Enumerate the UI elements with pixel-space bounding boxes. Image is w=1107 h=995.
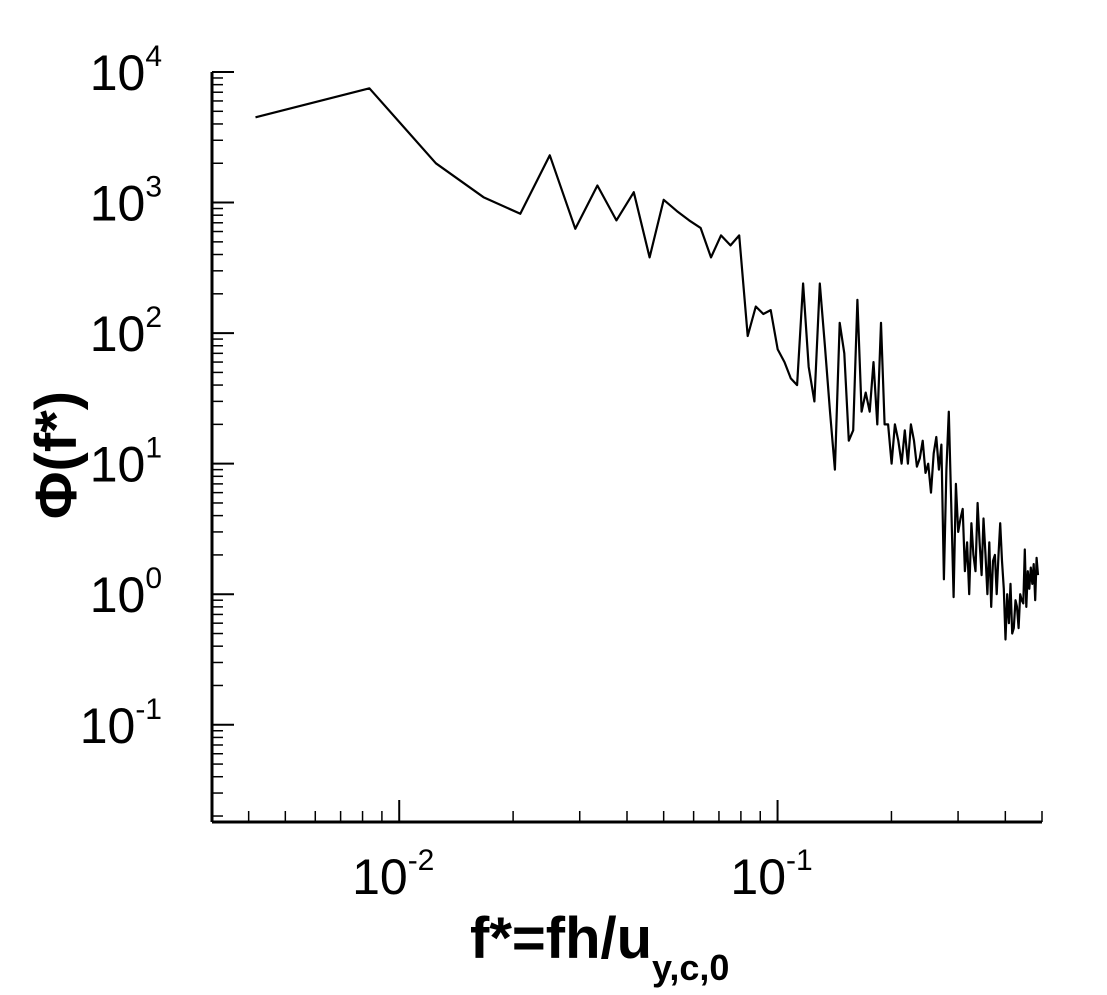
series-line (255, 87, 1040, 641)
x-tick-label: 10-1 (730, 844, 812, 905)
series-layer (255, 87, 1040, 641)
x-axis-title-main: f*=fh/u (470, 906, 652, 971)
y-tick-label: 100 (90, 562, 162, 623)
x-axis-title-subscript: y,c,0 (652, 947, 729, 988)
tick-labels: 104 103 102 101 100 10-1 10-2 10-1 (80, 40, 813, 905)
y-axis-title: Φ(f*) (24, 391, 89, 519)
y-tick-label: 104 (90, 40, 162, 101)
y-tick-label: 103 (90, 171, 162, 232)
x-axis-title: f*=fh/uy,c,0 (470, 906, 729, 988)
y-tick-label: 10-1 (80, 693, 162, 754)
axes (210, 72, 1042, 824)
tick-marks (212, 71, 1043, 822)
x-tick-label: 10-2 (352, 844, 434, 905)
y-tick-label: 101 (90, 432, 162, 493)
y-tick-label: 102 (90, 301, 162, 362)
